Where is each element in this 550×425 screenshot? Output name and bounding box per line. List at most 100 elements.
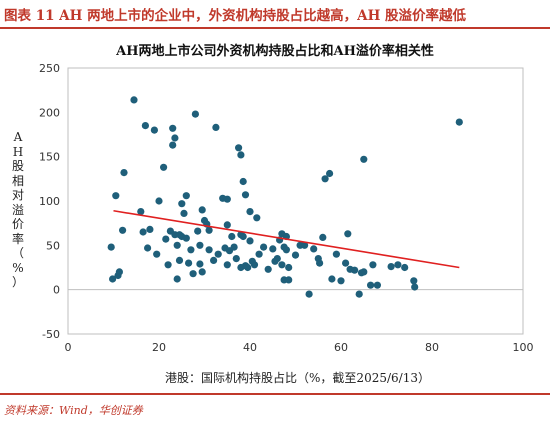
data-point xyxy=(394,261,402,269)
data-point xyxy=(139,228,147,236)
data-point xyxy=(373,281,381,289)
x-tick-label: 0 xyxy=(65,341,72,354)
data-point xyxy=(255,250,263,258)
data-point xyxy=(141,122,149,130)
data-point xyxy=(301,241,309,249)
y-tick-label: 200 xyxy=(39,106,60,119)
data-point xyxy=(198,268,206,276)
x-tick-label: 80 xyxy=(425,341,439,354)
plot-frame xyxy=(67,67,524,335)
y-tick-label: 0 xyxy=(53,284,60,297)
data-point xyxy=(120,169,128,177)
data-point xyxy=(285,276,293,284)
data-point xyxy=(160,163,168,171)
data-point xyxy=(310,245,318,253)
data-point xyxy=(130,96,138,104)
data-point xyxy=(273,255,281,263)
data-point xyxy=(205,246,213,254)
data-point xyxy=(278,261,286,269)
trendline-layer xyxy=(113,209,460,269)
data-point xyxy=(162,235,170,243)
data-point xyxy=(269,245,277,253)
y-tick-label: 50 xyxy=(46,239,60,252)
data-point xyxy=(223,221,231,229)
data-point xyxy=(214,250,222,258)
data-point xyxy=(235,144,243,152)
data-point xyxy=(410,277,418,285)
data-point xyxy=(185,259,193,267)
data-point xyxy=(244,263,252,272)
data-point xyxy=(316,259,324,267)
data-point xyxy=(223,261,231,269)
data-point xyxy=(153,250,161,258)
data-point xyxy=(411,283,419,291)
data-point xyxy=(194,227,202,235)
data-point xyxy=(212,123,220,131)
x-axis-label: 港股：国际机构持股占比（%，截至2025/6/13） xyxy=(165,371,430,385)
header-divider xyxy=(0,27,550,29)
data-point xyxy=(112,192,120,200)
data-point xyxy=(285,263,293,272)
data-point xyxy=(205,226,213,234)
data-point xyxy=(196,241,204,249)
data-point xyxy=(246,208,254,216)
data-point xyxy=(369,261,377,269)
scatter-chart: -50 0 50 100 150 200 250 0 20 40 60 80 100 xyxy=(39,62,534,354)
points-layer xyxy=(107,96,463,298)
data-point xyxy=(387,263,395,271)
data-point xyxy=(119,226,127,234)
data-point xyxy=(282,246,290,254)
data-point xyxy=(169,141,177,149)
y-tick-label: 150 xyxy=(39,151,60,164)
x-tick-label: 20 xyxy=(152,341,166,354)
data-point xyxy=(178,200,186,208)
data-point xyxy=(210,256,218,264)
data-point xyxy=(150,126,158,134)
data-point xyxy=(401,263,409,272)
data-point xyxy=(182,234,190,242)
data-point xyxy=(171,134,179,142)
data-point xyxy=(239,177,247,186)
data-point xyxy=(253,214,261,222)
data-point xyxy=(239,232,247,241)
data-point xyxy=(355,290,363,298)
data-point xyxy=(241,191,250,199)
data-point xyxy=(337,277,345,285)
figure-title: 图表 11 AH 两地上市的企业中，外资机构持股占比越高，AH 股溢价率越低 xyxy=(4,8,467,24)
data-point xyxy=(175,256,184,264)
data-point xyxy=(332,250,340,258)
data-point xyxy=(109,275,117,283)
data-point xyxy=(146,225,154,233)
data-point xyxy=(360,155,368,163)
trendline xyxy=(113,209,460,269)
data-point xyxy=(230,243,238,251)
data-point xyxy=(144,244,152,252)
data-point xyxy=(182,192,190,200)
data-point xyxy=(351,266,359,274)
data-point xyxy=(344,230,352,238)
y-tick-label: 100 xyxy=(39,195,60,208)
data-point xyxy=(360,268,368,276)
data-point xyxy=(305,290,313,298)
data-point xyxy=(237,151,245,159)
data-point xyxy=(228,232,236,241)
data-point xyxy=(232,255,240,263)
data-point xyxy=(260,243,268,251)
data-point xyxy=(326,169,334,178)
data-point xyxy=(180,209,188,217)
y-axis-label: A H 股相对溢价率（%） xyxy=(11,130,24,289)
source-note: 资料来源：Wind，华创证券 xyxy=(4,404,143,417)
axes-layer: -50 0 50 100 150 200 250 0 20 40 60 80 100 xyxy=(39,62,534,354)
data-point xyxy=(246,237,254,245)
footer-divider xyxy=(0,393,550,395)
data-point xyxy=(196,260,204,268)
data-point xyxy=(321,175,329,183)
data-point xyxy=(250,261,259,269)
data-point xyxy=(367,281,375,289)
data-point xyxy=(137,208,145,216)
data-point xyxy=(169,124,177,132)
data-point xyxy=(291,251,300,259)
data-point xyxy=(223,195,231,203)
data-point xyxy=(342,259,350,267)
data-point xyxy=(155,197,163,205)
